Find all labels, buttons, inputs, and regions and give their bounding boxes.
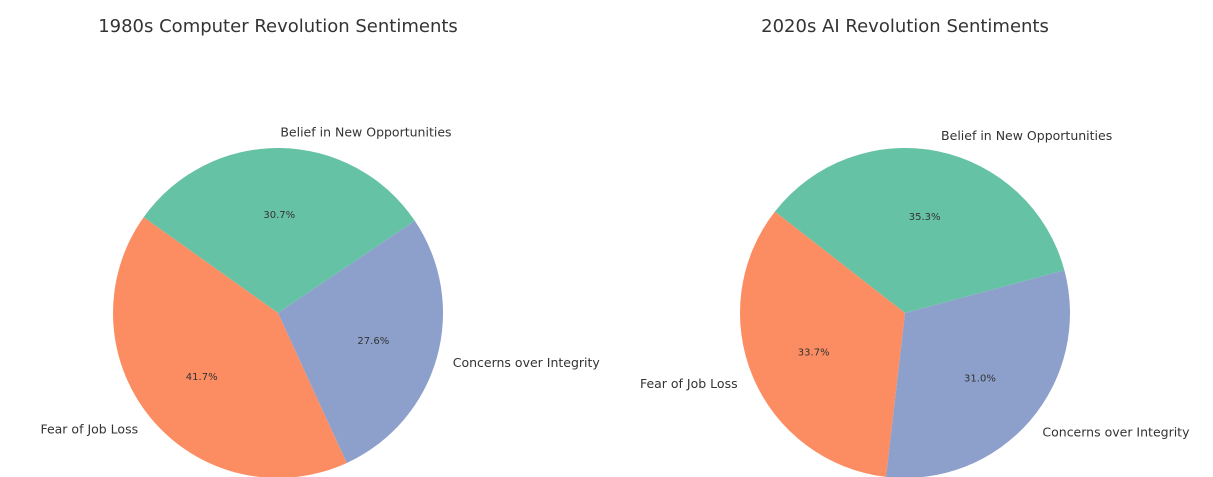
pie-slice-1980s-fear-of-job-loss xyxy=(113,217,347,477)
pie-chart-1980s: 1980s Computer Revolution Sentiments 30.… xyxy=(40,16,600,477)
pie-chart-2020s: 2020s AI Revolution Sentiments 35.3% Beli… xyxy=(640,16,1190,477)
pct-label-2020s-belief-in-new-opportunities: 35.3% xyxy=(909,212,941,223)
chart-title-2020s: 2020s AI Revolution Sentiments xyxy=(761,16,1049,37)
pct-label-1980s-fear-of-job-loss: 41.7% xyxy=(186,372,218,383)
chart-title-1980s: 1980s Computer Revolution Sentiments xyxy=(98,16,458,37)
slice-label-2020s-fear-of-job-loss: Fear of Job Loss xyxy=(640,376,738,391)
pie-slice-2020s-belief-in-new-opportunities xyxy=(774,147,1065,313)
pie-slice-1980s-concerns-over-integrity xyxy=(278,220,444,463)
pie-slice-2020s-concerns-over-integrity xyxy=(886,270,1070,477)
pct-label-2020s-fear-of-job-loss: 33.7% xyxy=(798,347,830,358)
pie-slice-1980s-belief-in-new-opportunities xyxy=(143,147,415,313)
pct-label-1980s-concerns-over-integrity: 27.6% xyxy=(357,336,389,347)
slice-label-2020s-belief-in-new-opportunities: Belief in New Opportunities xyxy=(941,128,1112,143)
slice-label-1980s-fear-of-job-loss: Fear of Job Loss xyxy=(40,422,138,437)
pct-label-2020s-concerns-over-integrity: 31.0% xyxy=(964,374,996,385)
pct-label-1980s-belief-in-new-opportunities: 30.7% xyxy=(263,210,295,221)
slice-label-2020s-concerns-over-integrity: Concerns over Integrity xyxy=(1042,425,1190,440)
slice-label-1980s-belief-in-new-opportunities: Belief in New Opportunities xyxy=(280,125,451,140)
pie-slice-2020s-fear-of-job-loss xyxy=(739,211,905,477)
slice-label-1980s-concerns-over-integrity: Concerns over Integrity xyxy=(453,355,601,370)
